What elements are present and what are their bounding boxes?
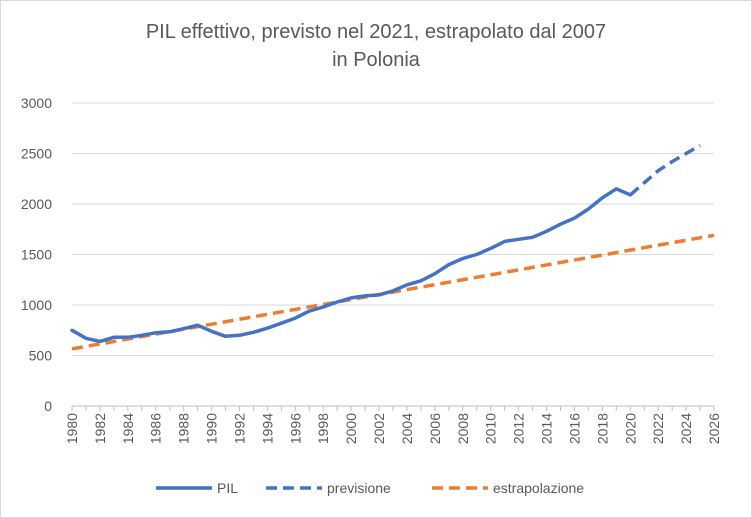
y-tick-label: 1000 (21, 297, 52, 313)
x-tick-label: 2018 (594, 413, 610, 444)
x-tick-label: 2008 (455, 413, 471, 444)
legend-label-previsione: previsione (327, 480, 391, 496)
x-axis-tick-labels: 1980 1982 1984 1986 1988 1990 1992 1994 1996 1998… (64, 413, 722, 444)
y-tick-label: 2500 (21, 146, 52, 162)
y-tick-label: 500 (29, 348, 53, 364)
y-tick-label: 1500 (21, 247, 52, 263)
series-lines (70, 143, 715, 351)
x-tick-label: 2026 (706, 413, 722, 444)
x-axis (71, 405, 715, 411)
x-tick-label: 2000 (343, 413, 359, 444)
series-line-PIL (70, 187, 633, 344)
gridlines (72, 102, 714, 356)
legend: PIL previsione estrapolazione (156, 480, 584, 496)
chart-title-line1: PIL effettivo, previsto nel 2021, estrap… (145, 21, 607, 43)
x-tick-label: 2010 (483, 413, 499, 444)
x-tick-label: 1988 (176, 413, 192, 444)
x-tick-label: 2020 (622, 413, 638, 444)
legend-label-PIL: PIL (217, 480, 238, 496)
x-tick-label: 2016 (566, 413, 582, 444)
x-tick-label: 2012 (511, 413, 527, 444)
y-tick-label: 0 (44, 398, 52, 414)
x-tick-label: 1994 (259, 413, 275, 444)
x-tick-label: 2022 (650, 413, 666, 444)
chart-title-line2: in Polonia (332, 49, 420, 71)
series-line-previsione (629, 143, 701, 197)
x-tick-label: 2002 (371, 413, 387, 444)
y-tick-label: 2000 (21, 196, 52, 212)
y-tick-label: 3000 (21, 95, 52, 111)
chart-title: PIL effettivo, previsto nel 2021, estrap… (0, 18, 752, 74)
x-tick-label: 1980 (64, 413, 80, 444)
x-tick-label: 1998 (315, 413, 331, 444)
x-tick-label: 2014 (539, 413, 555, 444)
x-tick-label: 1990 (204, 413, 220, 444)
x-tick-label: 1992 (231, 413, 247, 444)
x-tick-label: 2024 (678, 413, 694, 444)
legend-label-estrapolazione: estrapolazione (493, 480, 584, 496)
x-tick-label: 1984 (120, 413, 136, 444)
x-tick-label: 2004 (399, 413, 415, 444)
x-tick-label: 1986 (148, 413, 164, 444)
x-tick-label: 1996 (287, 413, 303, 444)
x-tick-label: 1982 (92, 413, 108, 444)
x-tick-label: 2006 (427, 413, 443, 444)
y-axis-tick-labels: 0 500 1000 1500 2000 2500 3000 (21, 95, 52, 414)
